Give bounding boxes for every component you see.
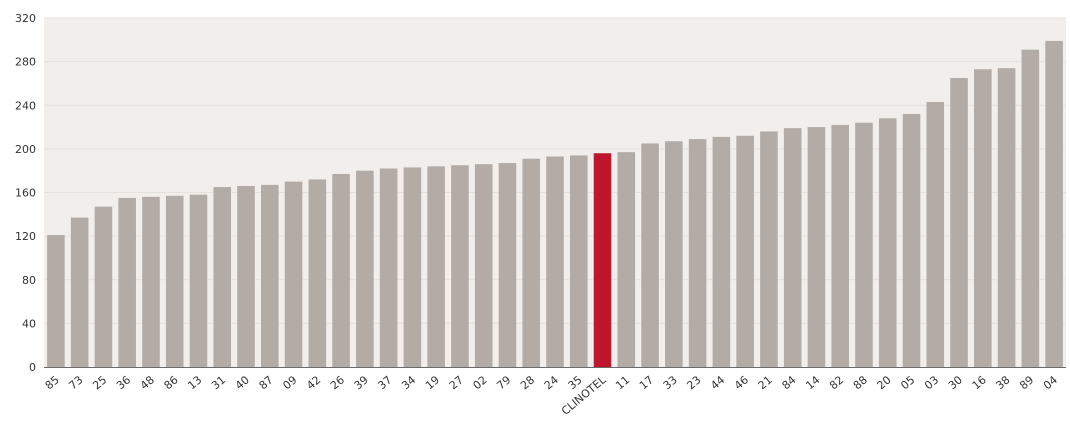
x-tick-label: 30 [946, 373, 965, 392]
x-tick-label: 36 [114, 373, 133, 392]
x-tick-label: 85 [43, 373, 62, 392]
bar [808, 127, 826, 367]
x-tick-label: 20 [875, 373, 894, 392]
bar [736, 136, 754, 367]
y-tick-label: 280 [15, 56, 36, 69]
bar [166, 196, 184, 367]
x-tick-label: 48 [138, 373, 157, 392]
bar [237, 186, 255, 367]
x-tick-label: 27 [447, 373, 466, 392]
x-tick-label: 11 [613, 373, 632, 392]
bar [641, 143, 659, 367]
bar [356, 171, 374, 367]
x-tick-label: 05 [898, 373, 917, 392]
bar-highlight [594, 153, 612, 367]
bar [1045, 41, 1063, 367]
bar [142, 197, 160, 367]
bar [261, 185, 279, 367]
y-tick-label: 120 [15, 230, 36, 243]
bar [689, 139, 707, 367]
x-tick-label: 40 [233, 373, 252, 392]
x-tick-label: 82 [827, 373, 846, 392]
bar [285, 182, 303, 367]
bar [760, 131, 778, 367]
bar [427, 166, 445, 367]
x-tick-label: 04 [1041, 373, 1060, 392]
bar [47, 235, 65, 367]
y-tick-label: 240 [15, 99, 36, 112]
x-tick-label: 37 [375, 373, 394, 392]
bar [190, 195, 208, 367]
bar [926, 102, 944, 367]
x-tick-label: 28 [518, 373, 537, 392]
bar [831, 125, 849, 367]
y-tick-label: 0 [29, 361, 36, 374]
x-tick-label: 79 [494, 373, 513, 392]
x-tick-label: 87 [257, 373, 276, 392]
bar [546, 157, 564, 367]
x-tick-label: 86 [162, 373, 181, 392]
x-tick-label: 88 [851, 373, 870, 392]
bar [332, 174, 350, 367]
x-tick-label: 31 [209, 373, 228, 392]
bar [309, 179, 327, 367]
bar [879, 118, 897, 367]
bar [903, 114, 921, 367]
x-tick-label: 19 [423, 373, 442, 392]
bar [118, 198, 136, 367]
x-tick-label: 09 [280, 373, 299, 392]
bar [213, 187, 231, 367]
bar [1022, 50, 1040, 367]
bar [998, 68, 1016, 367]
x-tick-label: 13 [185, 373, 204, 392]
y-tick-label: 80 [22, 274, 36, 287]
x-axis-labels: 85 73 25 36 48 86 13 31 40 87 09 42 26 39 37 34 19 27 02 79… [43, 373, 1060, 418]
x-tick-label: 84 [780, 373, 799, 392]
x-tick-label: 89 [1017, 373, 1036, 392]
y-tick-label: 320 [15, 12, 36, 25]
x-tick-label: 34 [399, 373, 418, 392]
x-tick-label: 46 [732, 373, 751, 392]
bar [855, 123, 873, 367]
bar [974, 69, 992, 367]
x-tick-label: 03 [922, 373, 941, 392]
x-tick-label: 23 [684, 373, 703, 392]
x-tick-label: 21 [756, 373, 775, 392]
y-axis-ticks: 0 40 80 120 160 200 240 280 320 [15, 12, 36, 374]
bar [713, 137, 731, 367]
bar [451, 165, 469, 367]
x-tick-label: CLINOTEL [559, 373, 609, 418]
y-tick-label: 160 [15, 187, 36, 200]
bar [950, 78, 968, 367]
bar [499, 163, 517, 367]
x-tick-label: 02 [471, 373, 490, 392]
bar [522, 159, 540, 367]
x-tick-label: 24 [542, 373, 561, 392]
x-tick-label: 16 [970, 373, 989, 392]
x-tick-label: 39 [352, 373, 371, 392]
x-tick-label: 26 [328, 373, 347, 392]
bar [475, 164, 493, 367]
x-tick-label: 44 [708, 373, 727, 392]
bar [784, 128, 802, 367]
bar [380, 169, 398, 367]
bar [71, 218, 89, 367]
bar [95, 207, 113, 367]
x-tick-label: 17 [637, 373, 656, 392]
bar [404, 167, 422, 367]
bar [618, 152, 636, 367]
y-tick-label: 200 [15, 143, 36, 156]
x-tick-label: 42 [304, 373, 323, 392]
x-tick-label: 38 [993, 373, 1012, 392]
bar [570, 155, 588, 367]
bar [665, 141, 683, 367]
x-tick-label: 33 [661, 373, 680, 392]
x-tick-label: 14 [803, 373, 822, 392]
x-tick-label: 25 [90, 373, 109, 392]
x-tick-label: 73 [66, 373, 85, 392]
y-tick-label: 40 [22, 317, 36, 330]
